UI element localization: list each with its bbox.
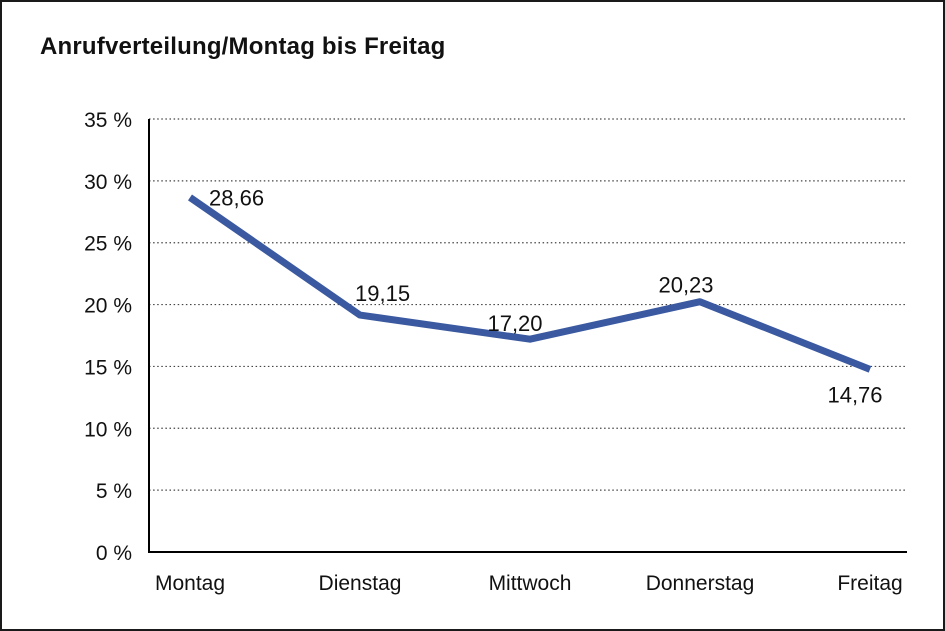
y-tick-label: 5 % [96, 480, 132, 503]
y-tick-label: 20 % [84, 295, 132, 318]
x-tick-label: Freitag [837, 572, 902, 595]
x-tick-label: Mittwoch [489, 572, 572, 595]
y-tick-label: 0 % [96, 542, 132, 565]
data-point-label: 14,76 [827, 382, 882, 407]
y-tick-label: 35 % [84, 109, 132, 132]
y-tick-label: 25 % [84, 233, 132, 256]
data-line [188, 194, 872, 373]
x-tick-label: Donnerstag [646, 572, 755, 595]
data-point-label: 28,66 [209, 185, 264, 210]
y-tick-label: 10 % [84, 418, 132, 441]
data-point-label: 19,15 [355, 281, 410, 306]
data-point-label: 20,23 [658, 273, 713, 298]
y-tick-label: 30 % [84, 171, 132, 194]
chart-title: Anrufverteilung/Montag bis Freitag [40, 33, 446, 60]
y-tick-label: 15 % [84, 356, 132, 379]
data-point-label: 17,20 [487, 311, 542, 336]
x-tick-label: Montag [155, 572, 225, 595]
x-tick-label: Dienstag [319, 572, 402, 595]
